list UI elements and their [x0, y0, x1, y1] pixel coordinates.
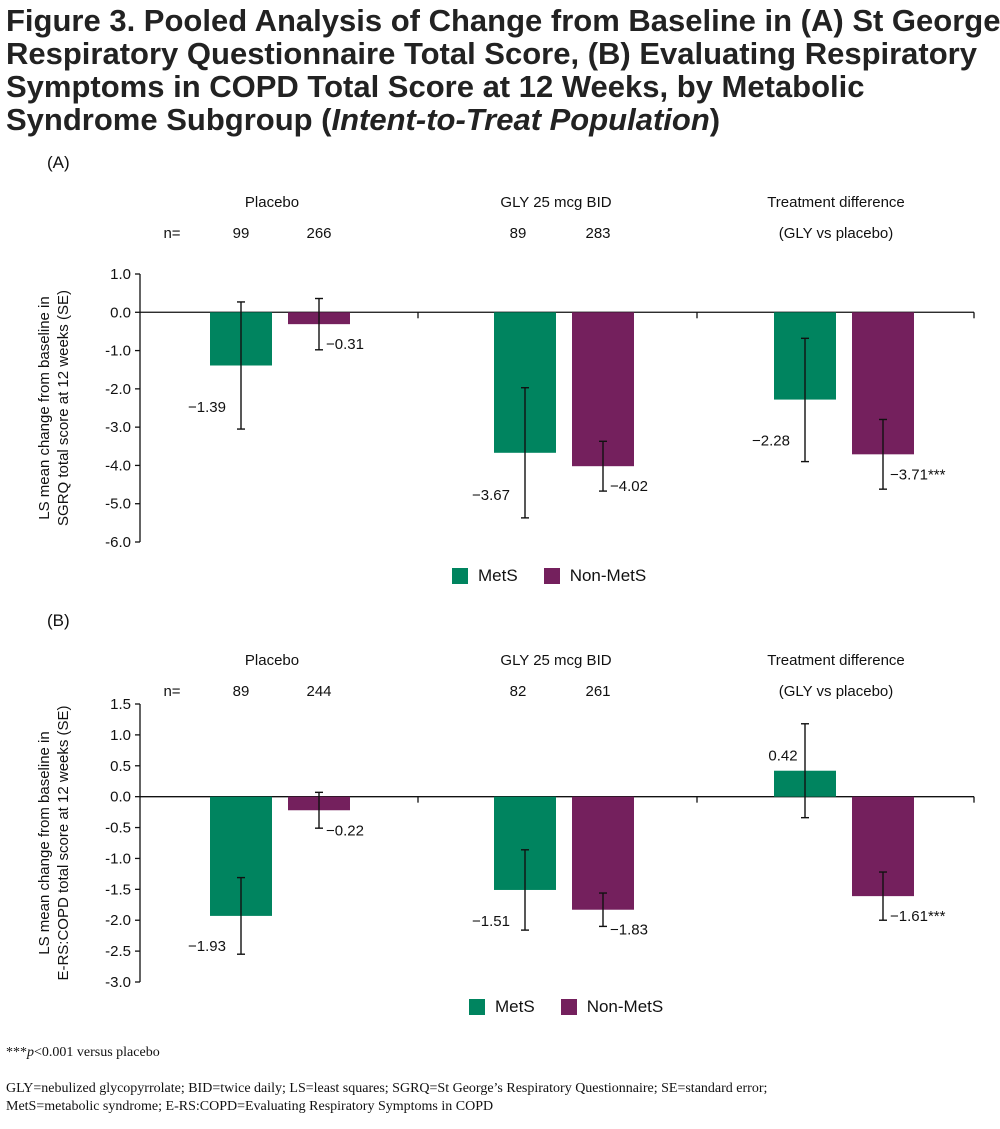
group-subheader: (GLY vs placebo) [779, 683, 894, 700]
y-axis-label-line-1: LS mean change from baseline in [36, 296, 53, 519]
n-label: n= [163, 683, 180, 700]
footnote-rest: <0.001 versus placebo [34, 1045, 160, 1060]
y-axis-label: LS mean change from baseline in E-RS:COPD… [36, 705, 72, 980]
bar-value-label: −3.67 [472, 487, 510, 504]
y-tick-label: -6.0 [105, 534, 131, 551]
title-line-1: Figure 3. Pooled Analysis of Change from… [6, 3, 1000, 38]
n-value: 99 [233, 225, 250, 242]
group-header: Placebo [245, 194, 299, 211]
n-value: 261 [585, 683, 610, 700]
group-header: Placebo [245, 652, 299, 669]
bar-value-label: −0.31 [326, 336, 364, 353]
legend-a-non-mets-swatch [543, 568, 560, 584]
bar-value-label: −1.51 [472, 913, 510, 930]
group-header: GLY 25 mcg BID [500, 194, 611, 211]
n-value: 266 [306, 225, 331, 242]
y-tick-label: -2.0 [105, 912, 131, 929]
n-value: 89 [510, 225, 527, 242]
y-tick-label: -3.0 [105, 974, 131, 991]
title-line-4: Syndrome Subgroup (Intent-to-Treat Popul… [6, 103, 991, 136]
legend-b-mets: MetS [469, 997, 535, 1017]
legend-a-mets-label: MetS [478, 566, 518, 585]
n-value: 82 [510, 683, 527, 700]
legend-a-mets: MetS [452, 566, 518, 586]
y-tick-label: -4.0 [105, 457, 131, 474]
panel-b-label: (B) [47, 611, 70, 630]
legend-b-mets-swatch [469, 999, 485, 1015]
title-line-4-pre: Syndrome Subgroup ( [6, 102, 332, 137]
panel-a-label: (A) [47, 153, 70, 172]
n-value: 283 [585, 225, 610, 242]
bar-value-label: −1.93 [188, 938, 226, 955]
title-line-4-post: ) [709, 102, 721, 137]
footnote-abbr-line-2: MetS=metabolic syndrome; E-RS:COPD=Evalu… [6, 1099, 494, 1114]
figure-title: Figure 3. Pooled Analysis of Change from… [6, 3, 1000, 136]
legend-b-non-mets: Non-MetS [560, 997, 664, 1017]
n-value: 89 [233, 683, 250, 700]
y-tick-label: -5.0 [105, 496, 131, 513]
y-tick-label: 0.5 [110, 758, 131, 775]
legend-a: MetS Non-MetS [452, 566, 672, 586]
y-tick-label: 1.0 [110, 727, 131, 744]
y-tick-label: 0.0 [110, 789, 131, 806]
y-tick-label: 1.5 [110, 696, 131, 713]
y-tick-label: -1.0 [105, 850, 131, 867]
chart-b: 1.5 1.0 0.5 0.0 -0.5 -1.0 -1.5 -2.0 -2.5 -3.0 LS m… [36, 652, 975, 991]
bar-value-label: −4.02 [610, 478, 648, 495]
y-tick-label: -1.5 [105, 881, 131, 898]
bar-value-label: −3.71*** [890, 466, 946, 483]
chart-a: 1.0 0.0 -1.0 -2.0 -3.0 -4.0 -5.0 -6.0 LS mean ch… [36, 194, 975, 551]
y-tick-label: -1.0 [105, 343, 131, 360]
bar-value-label: −1.83 [610, 922, 648, 939]
legend-b-non-mets-swatch [560, 999, 577, 1015]
y-tick-label: 1.0 [110, 266, 131, 283]
footnote-p: p [27, 1045, 34, 1060]
y-tick-label: -3.0 [105, 419, 131, 436]
legend-b-non-mets-label: Non-MetS [586, 997, 664, 1016]
y-tick-label: -2.5 [105, 943, 131, 960]
n-value: 244 [306, 683, 331, 700]
y-axis-label-line-1: LS mean change from baseline in [36, 731, 53, 954]
footnote-abbreviations: GLY=nebulized glycopyrrolate; BID=twice … [6, 1080, 767, 1116]
bar-non-mets [572, 796, 634, 910]
y-axis-label-line-2: E-RS:COPD total score at 12 weeks (SE) [55, 705, 72, 980]
group-subheader: (GLY vs placebo) [779, 225, 894, 242]
title-line-3: Symptoms in COPD Total Score at 12 Weeks… [6, 69, 865, 104]
y-axis-label-line-2: SGRQ total score at 12 weeks (SE) [55, 290, 72, 526]
footnote-abbr-line-1: GLY=nebulized glycopyrrolate; BID=twice … [6, 1081, 768, 1096]
bar-non-mets [572, 312, 634, 467]
y-tick-label: 0.0 [110, 304, 131, 321]
group-header: Treatment difference [767, 652, 905, 669]
y-axis-label: LS mean change from baseline in SGRQ tota… [36, 290, 72, 526]
y-tick-label: -0.5 [105, 820, 131, 837]
legend-a-non-mets-label: Non-MetS [569, 566, 647, 585]
y-tick-label: -2.0 [105, 381, 131, 398]
group-header: GLY 25 mcg BID [500, 652, 611, 669]
legend-a-non-mets: Non-MetS [543, 566, 647, 586]
bar-value-label: −0.22 [326, 822, 364, 839]
footnote-significance: ***p<0.001 versus placebo [6, 1044, 160, 1062]
title-line-4-italic: Intent-to-Treat Population [331, 102, 710, 137]
bar-value-label: −1.39 [188, 399, 226, 416]
legend-a-mets-swatch [452, 568, 468, 584]
bar-value-label: 0.42 [768, 748, 797, 765]
n-label: n= [163, 225, 180, 242]
bar-value-label: −1.61*** [890, 908, 946, 925]
footnote-sup: *** [6, 1045, 27, 1060]
bar-value-label: −2.28 [752, 432, 790, 449]
group-header: Treatment difference [767, 194, 905, 211]
title-line-2: Respiratory Questionnaire Total Score, (… [6, 36, 977, 71]
legend-b: MetS Non-MetS [469, 997, 689, 1017]
legend-b-mets-label: MetS [495, 997, 535, 1016]
